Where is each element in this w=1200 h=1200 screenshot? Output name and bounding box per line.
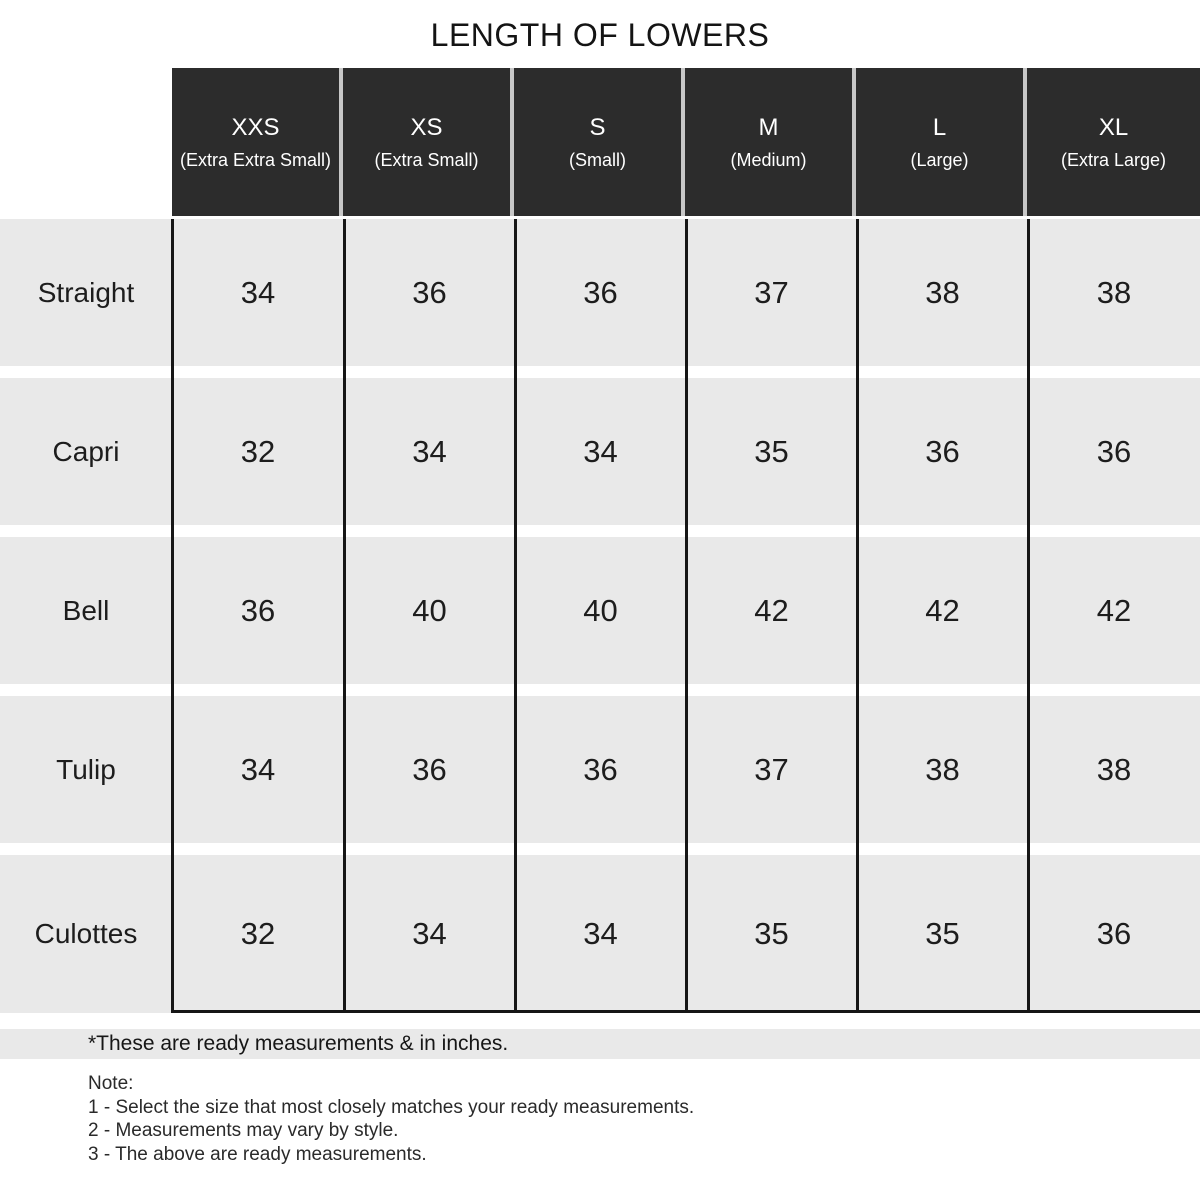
note-line-2: 2 - Measurements may vary by style. <box>88 1120 399 1141</box>
page-title: LENGTH OF LOWERS <box>430 17 770 53</box>
table-row-culottes: Culottes 32 34 34 35 35 36 <box>0 855 1200 1013</box>
value-cell: 34 <box>344 378 515 525</box>
value-cell: 36 <box>515 696 686 843</box>
grid-vline <box>514 219 517 1013</box>
column-header-xs: XS (Extra Small) <box>343 68 510 216</box>
value-cell: 34 <box>172 219 344 366</box>
row-label: Capri <box>0 378 172 525</box>
note-heading: Note: <box>88 1073 134 1094</box>
table-row-capri: Capri 32 34 34 35 36 36 <box>0 378 1200 525</box>
value-cell: 38 <box>857 696 1028 843</box>
footnote-band: *These are ready measurements & in inche… <box>0 1029 1200 1059</box>
grid-vline <box>685 219 688 1013</box>
size-code-label: XL <box>1098 113 1129 141</box>
size-code-label: M <box>758 113 779 141</box>
value-cell: 42 <box>857 537 1028 684</box>
size-code-label: L <box>932 113 947 141</box>
table-row-tulip: Tulip 34 36 36 37 38 38 <box>0 696 1200 843</box>
column-header-l: L (Large) <box>856 68 1023 216</box>
row-label: Bell <box>0 537 172 684</box>
grid-vline <box>343 219 346 1013</box>
value-cell: 35 <box>686 378 857 525</box>
size-code-label: XS <box>410 113 443 141</box>
value-cell: 34 <box>172 696 344 843</box>
value-cell: 35 <box>857 855 1028 1013</box>
value-cell: 38 <box>857 219 1028 366</box>
size-full-label: (Extra Small) <box>374 149 479 170</box>
note-block: Note: 1 - Select the size that most clos… <box>88 1072 694 1166</box>
note-line-1: 1 - Select the size that most closely ma… <box>88 1096 695 1118</box>
value-cell: 34 <box>344 855 515 1013</box>
row-label: Culottes <box>0 855 172 1013</box>
grid-vline <box>856 219 859 1013</box>
value-cell: 35 <box>686 855 857 1013</box>
size-code-label: S <box>589 113 606 141</box>
size-full-label: (Extra Large) <box>1060 149 1167 170</box>
column-header-s: S (Small) <box>514 68 681 216</box>
table-row-straight: Straight 34 36 36 37 38 38 <box>0 219 1200 366</box>
value-cell: 34 <box>515 855 686 1013</box>
table-header-row: XXS (Extra Extra Small) XS (Extra Small)… <box>172 68 1200 216</box>
value-cell: 40 <box>344 537 515 684</box>
value-cell: 36 <box>515 219 686 366</box>
value-cell: 38 <box>1028 696 1200 843</box>
note-line-3: 3 - The above are ready measurements. <box>88 1143 427 1165</box>
value-cell: 37 <box>686 696 857 843</box>
value-cell: 37 <box>686 219 857 366</box>
column-header-xxs: XXS (Extra Extra Small) <box>172 68 339 216</box>
row-label: Tulip <box>0 696 172 843</box>
value-cell: 38 <box>1028 219 1200 366</box>
column-header-m: M (Medium) <box>685 68 852 216</box>
column-header-xl: XL (Extra Large) <box>1027 68 1200 216</box>
value-cell: 36 <box>857 378 1028 525</box>
value-cell: 36 <box>1028 855 1200 1013</box>
value-cell: 42 <box>1028 537 1200 684</box>
value-cell: 32 <box>172 855 344 1013</box>
size-code-label: XXS <box>231 113 280 141</box>
row-label: Straight <box>0 219 172 366</box>
size-full-label: (Large) <box>910 149 969 170</box>
value-cell: 36 <box>344 219 515 366</box>
value-cell: 32 <box>172 378 344 525</box>
footnote-text: *These are ready measurements & in inche… <box>88 1032 509 1055</box>
grid-vline <box>171 219 174 1013</box>
size-full-label: (Extra Extra Small) <box>179 149 332 170</box>
value-cell: 36 <box>1028 378 1200 525</box>
table-row-bell: Bell 36 40 40 42 42 42 <box>0 537 1200 684</box>
value-cell: 34 <box>515 378 686 525</box>
value-cell: 36 <box>172 537 344 684</box>
value-cell: 40 <box>515 537 686 684</box>
grid-vline <box>1027 219 1030 1013</box>
value-cell: 42 <box>686 537 857 684</box>
size-table-body: Straight 34 36 36 37 38 38 Capri 32 34 3… <box>0 219 1200 1013</box>
grid-bottom-border <box>171 1010 1200 1013</box>
value-cell: 36 <box>344 696 515 843</box>
size-full-label: (Medium) <box>730 149 807 170</box>
size-full-label: (Small) <box>569 149 626 170</box>
